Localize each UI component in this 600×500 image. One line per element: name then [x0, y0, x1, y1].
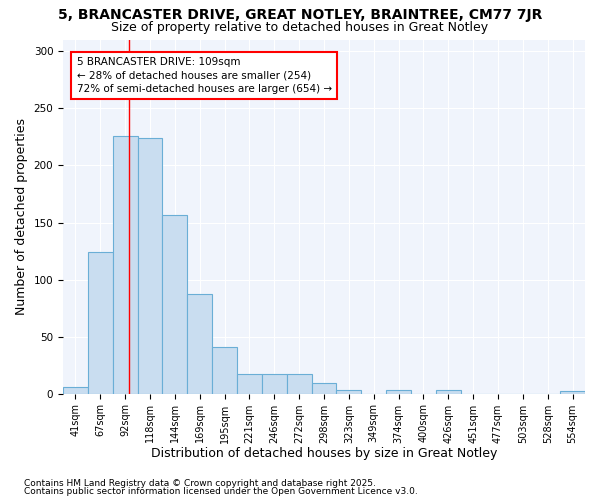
- Text: Contains public sector information licensed under the Open Government Licence v3: Contains public sector information licen…: [24, 487, 418, 496]
- Bar: [262, 374, 287, 394]
- Text: Size of property relative to detached houses in Great Notley: Size of property relative to detached ho…: [112, 21, 488, 34]
- Text: Contains HM Land Registry data © Crown copyright and database right 2025.: Contains HM Land Registry data © Crown c…: [24, 478, 376, 488]
- Bar: [63, 387, 88, 394]
- Bar: [560, 392, 585, 394]
- X-axis label: Distribution of detached houses by size in Great Notley: Distribution of detached houses by size …: [151, 447, 497, 460]
- Bar: [237, 374, 262, 394]
- Bar: [187, 294, 212, 394]
- Bar: [88, 252, 113, 394]
- Bar: [163, 214, 187, 394]
- Bar: [337, 390, 361, 394]
- Text: 5 BRANCASTER DRIVE: 109sqm
← 28% of detached houses are smaller (254)
72% of sem: 5 BRANCASTER DRIVE: 109sqm ← 28% of deta…: [77, 57, 332, 94]
- Text: 5, BRANCASTER DRIVE, GREAT NOTLEY, BRAINTREE, CM77 7JR: 5, BRANCASTER DRIVE, GREAT NOTLEY, BRAIN…: [58, 8, 542, 22]
- Bar: [137, 138, 163, 394]
- Bar: [212, 347, 237, 394]
- Bar: [386, 390, 411, 394]
- Y-axis label: Number of detached properties: Number of detached properties: [15, 118, 28, 316]
- Bar: [287, 374, 311, 394]
- Bar: [436, 390, 461, 394]
- Bar: [113, 136, 137, 394]
- Bar: [311, 384, 337, 394]
